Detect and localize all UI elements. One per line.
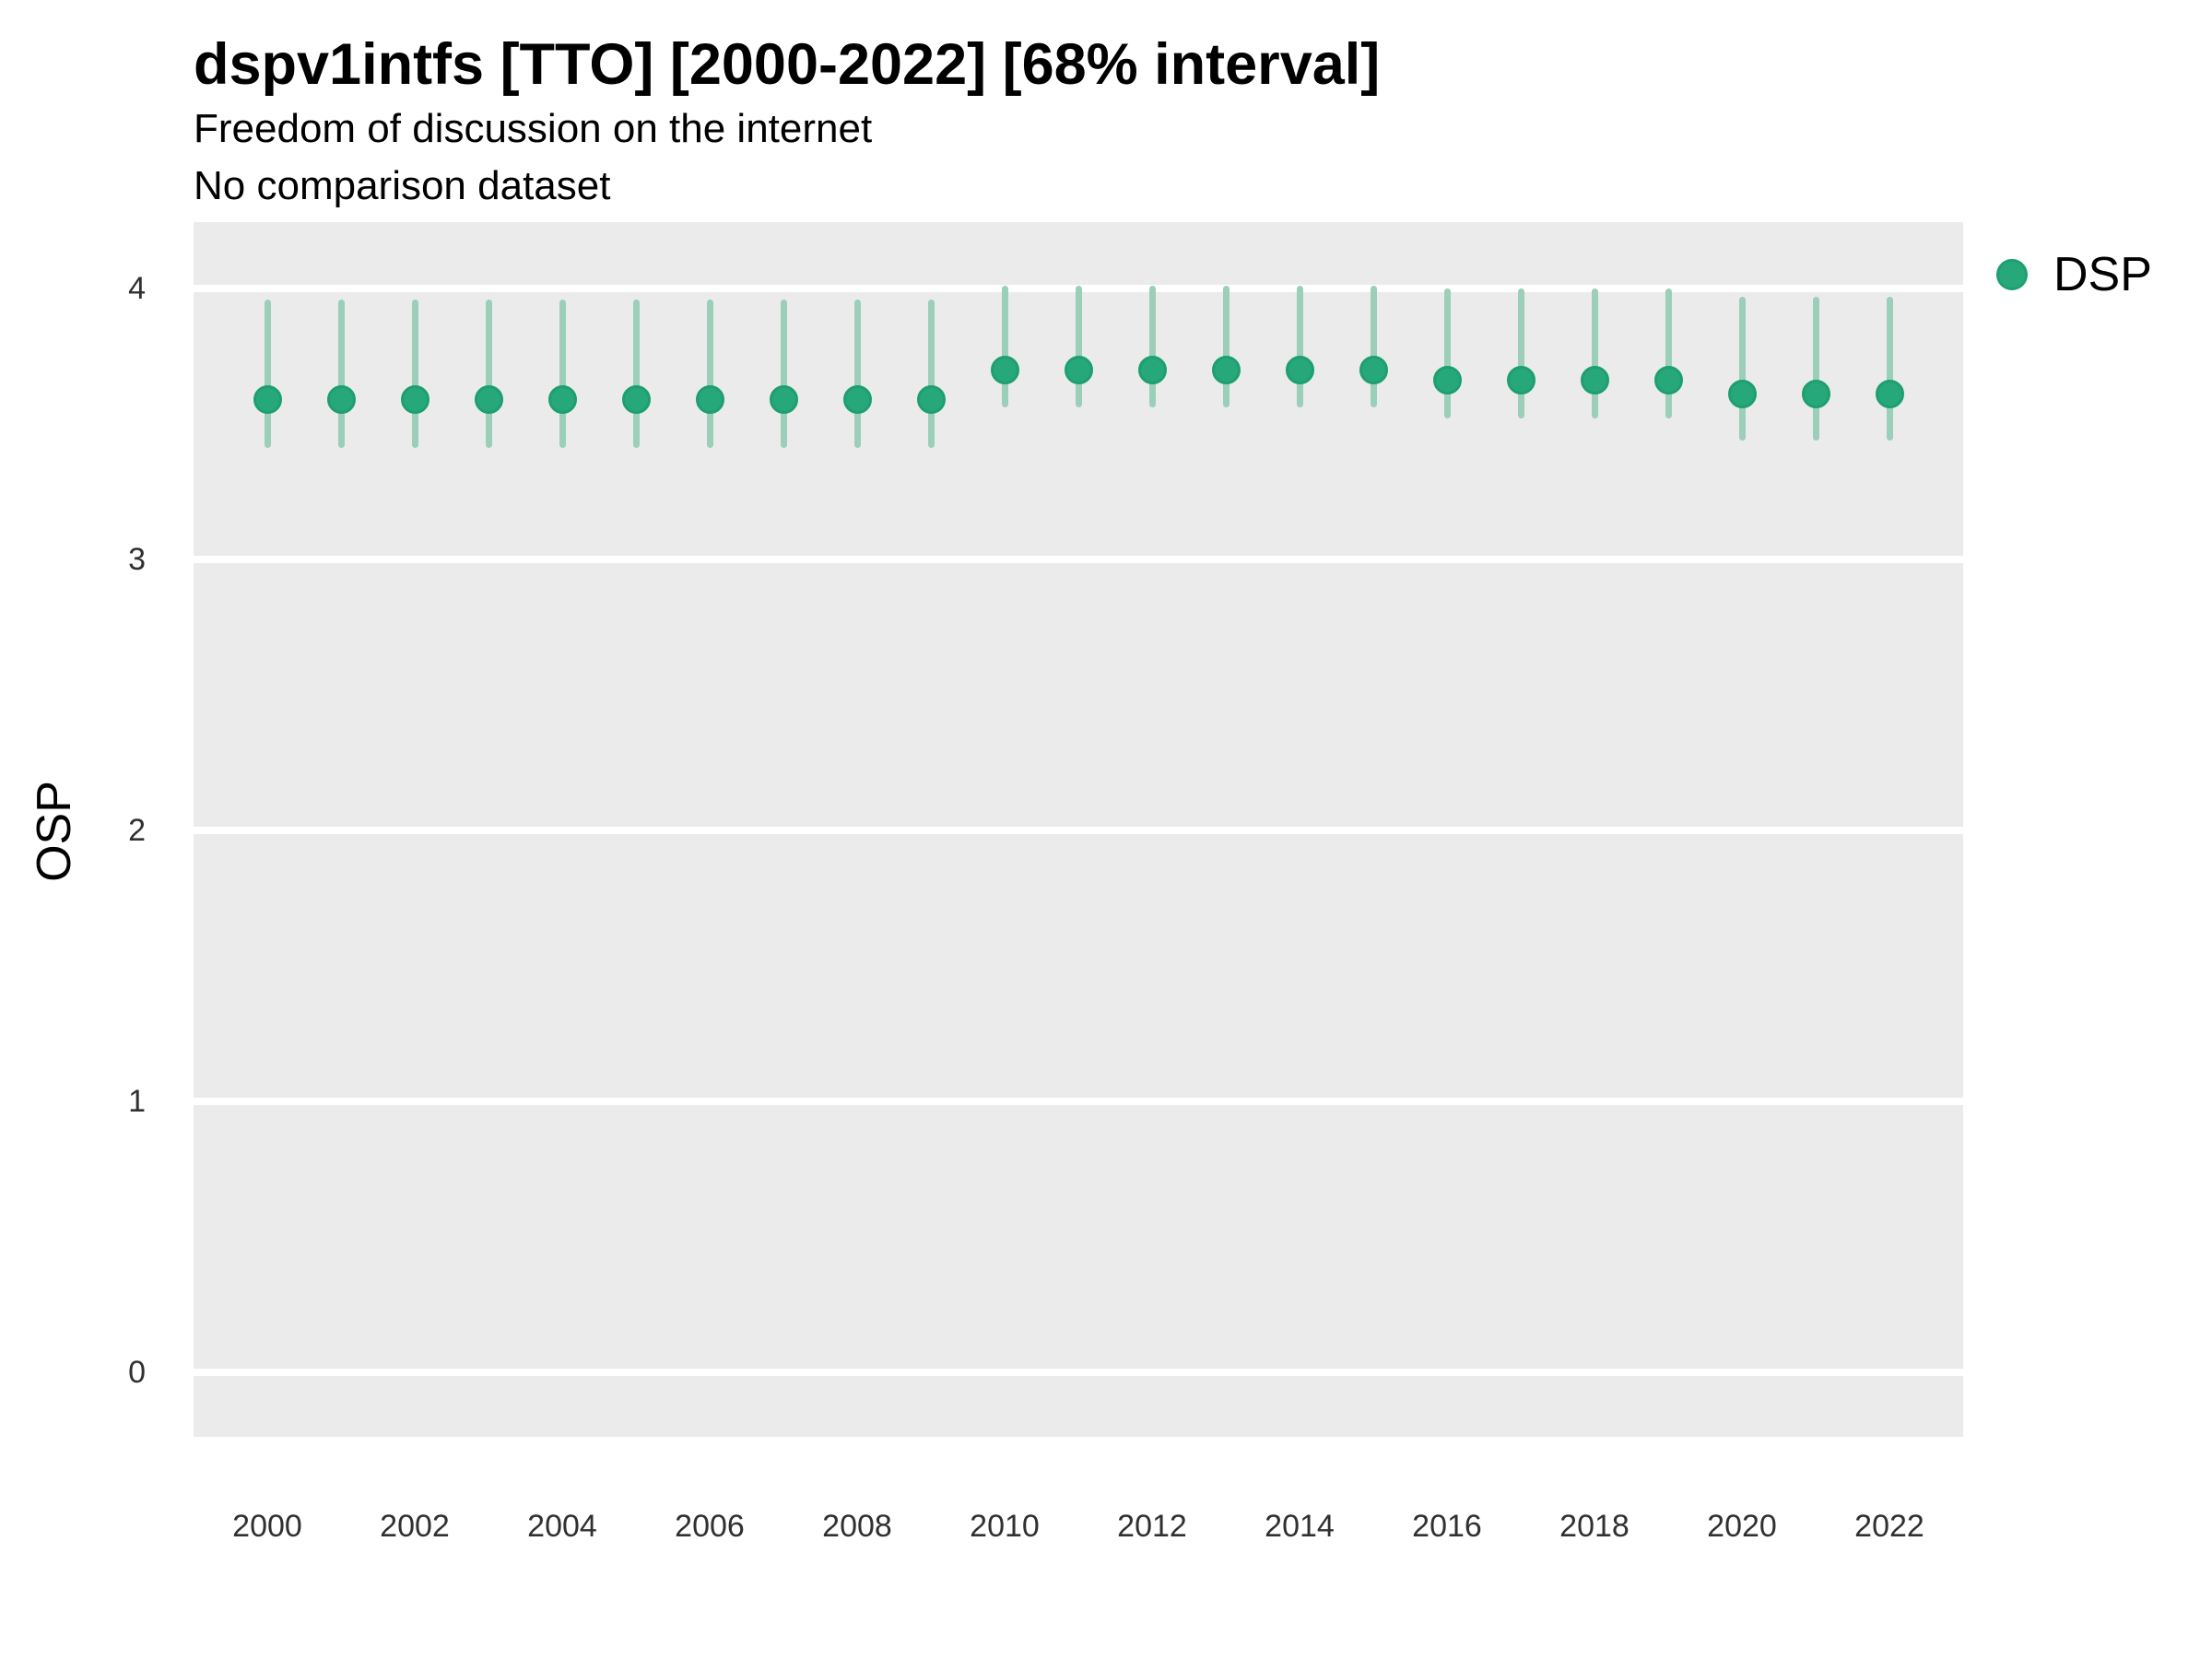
data-point: [1064, 355, 1093, 384]
data-point: [621, 385, 651, 415]
error-bar: [264, 299, 271, 449]
data-point: [547, 385, 577, 415]
data-point: [1359, 355, 1388, 384]
error-bar: [1443, 288, 1451, 419]
error-bar: [1591, 288, 1598, 419]
y-tick-label: 1: [128, 1084, 146, 1119]
gridline: [194, 827, 1963, 834]
y-tick-label: 4: [128, 271, 146, 306]
data-point: [842, 385, 872, 415]
error-bar: [1738, 296, 1746, 441]
y-tick-label: 0: [128, 1355, 146, 1390]
data-point: [1285, 355, 1314, 384]
x-tick-label: 2022: [1854, 1509, 1924, 1544]
data-point: [695, 385, 724, 415]
data-point: [916, 385, 946, 415]
error-bar: [411, 299, 418, 449]
data-point: [769, 385, 798, 415]
x-tick-label: 2020: [1707, 1509, 1777, 1544]
error-bar: [1370, 286, 1377, 408]
gridline: [194, 1098, 1963, 1105]
x-tick-label: 2004: [527, 1509, 597, 1544]
x-tick-label: 2012: [1117, 1509, 1187, 1544]
error-bar: [1517, 288, 1524, 419]
chart-subtitle-comparison: No comparison dataset: [194, 163, 611, 208]
data-point: [1137, 355, 1167, 384]
error-bar: [1148, 286, 1156, 408]
x-tick-label: 2014: [1265, 1509, 1335, 1544]
x-tick-label: 2000: [232, 1509, 302, 1544]
error-bar: [337, 299, 345, 449]
data-point: [474, 385, 503, 415]
error-bar: [1665, 288, 1672, 419]
data-point: [1506, 366, 1535, 395]
data-point: [1875, 380, 1904, 409]
error-bar: [1075, 286, 1082, 408]
error-bar: [1222, 286, 1230, 408]
data-point: [1801, 380, 1830, 409]
error-bar: [559, 299, 566, 449]
legend-label: DSP: [2053, 248, 2152, 301]
error-bar: [780, 299, 787, 449]
gridline: [194, 1369, 1963, 1376]
error-bar: [927, 299, 935, 449]
error-bar: [485, 299, 492, 449]
error-bar: [632, 299, 640, 449]
data-point: [326, 385, 356, 415]
data-point: [1432, 366, 1462, 395]
legend-dot-dsp: [1996, 259, 2028, 290]
y-tick-label: 3: [128, 542, 146, 577]
gridline: [194, 556, 1963, 563]
y-tick-label: 2: [128, 813, 146, 848]
x-tick-label: 2006: [675, 1509, 745, 1544]
data-point: [1653, 366, 1683, 395]
error-bar: [1001, 286, 1008, 408]
data-point: [400, 385, 429, 415]
x-tick-label: 2008: [822, 1509, 892, 1544]
data-point: [253, 385, 282, 415]
error-bar: [1812, 296, 1819, 441]
x-tick-label: 2016: [1412, 1509, 1482, 1544]
data-point: [1580, 366, 1609, 395]
data-point: [1727, 380, 1757, 409]
error-bar: [706, 299, 713, 449]
error-bar: [1886, 296, 1893, 441]
data-point: [1211, 355, 1241, 384]
x-tick-label: 2018: [1559, 1509, 1630, 1544]
chart-subtitle: Freedom of discussion on the internet: [194, 106, 873, 151]
x-tick-label: 2002: [380, 1509, 450, 1544]
data-point: [990, 355, 1019, 384]
error-bar: [853, 299, 861, 449]
x-tick-label: 2010: [970, 1509, 1040, 1544]
error-bar: [1296, 286, 1303, 408]
chart-title: dspv1intfs [TTO] [2000-2022] [68% interv…: [194, 32, 1381, 97]
